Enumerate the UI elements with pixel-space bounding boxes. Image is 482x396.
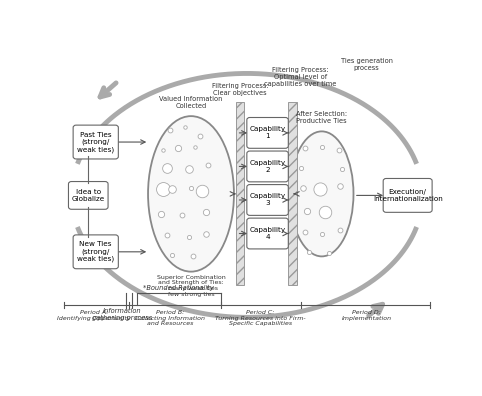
- Text: Period B:
Collecting Information
and Resources: Period B: Collecting Information and Res…: [135, 310, 205, 326]
- Text: Capability
4: Capability 4: [250, 227, 286, 240]
- Text: Past Ties
(strong/
weak ties): Past Ties (strong/ weak ties): [77, 131, 114, 152]
- Text: Period D:
Implementation: Period D: Implementation: [342, 310, 391, 320]
- Text: Valued Information
Collected: Valued Information Collected: [160, 95, 223, 109]
- Text: Capability
2: Capability 2: [250, 160, 286, 173]
- Text: Period A:
Identifying Opportunity: Period A: Identifying Opportunity: [57, 310, 131, 320]
- FancyBboxPatch shape: [247, 218, 288, 249]
- Text: Period C:
Turning Resources into Firm-
Specific Capabilities: Period C: Turning Resources into Firm- S…: [215, 310, 306, 326]
- FancyBboxPatch shape: [68, 181, 108, 209]
- Text: After Selection:
Productive Ties: After Selection: Productive Ties: [296, 111, 348, 124]
- Text: Information
gathering process: Information gathering process: [92, 308, 152, 322]
- Bar: [236, 103, 244, 286]
- FancyBboxPatch shape: [247, 151, 288, 182]
- FancyBboxPatch shape: [383, 179, 432, 212]
- Text: Filtering Process:
Optimal level of
capabilities over time: Filtering Process: Optimal level of capa…: [264, 67, 336, 87]
- Text: Capability
1: Capability 1: [250, 126, 286, 139]
- Text: Capability
3: Capability 3: [250, 194, 286, 206]
- FancyBboxPatch shape: [73, 235, 119, 269]
- FancyBboxPatch shape: [73, 125, 119, 159]
- Ellipse shape: [290, 131, 353, 256]
- Text: Ties generation
process: Ties generation process: [341, 58, 392, 71]
- FancyBboxPatch shape: [247, 185, 288, 215]
- Bar: [289, 103, 297, 286]
- Text: Execution/
Internationalization: Execution/ Internationalization: [373, 189, 442, 202]
- FancyBboxPatch shape: [247, 118, 288, 148]
- Text: Idea to
Globalize: Idea to Globalize: [72, 189, 105, 202]
- Text: *Bounded Rationality: *Bounded Rationality: [144, 286, 214, 291]
- Text: Superior Combination
and Strength of Ties:
- many weak ties
few strong ties: Superior Combination and Strength of Tie…: [157, 275, 226, 297]
- Text: New Ties
(strong/
weak ties): New Ties (strong/ weak ties): [77, 241, 114, 262]
- Text: Filtering Process:
Clear objectives: Filtering Process: Clear objectives: [212, 83, 268, 96]
- Ellipse shape: [148, 116, 234, 272]
